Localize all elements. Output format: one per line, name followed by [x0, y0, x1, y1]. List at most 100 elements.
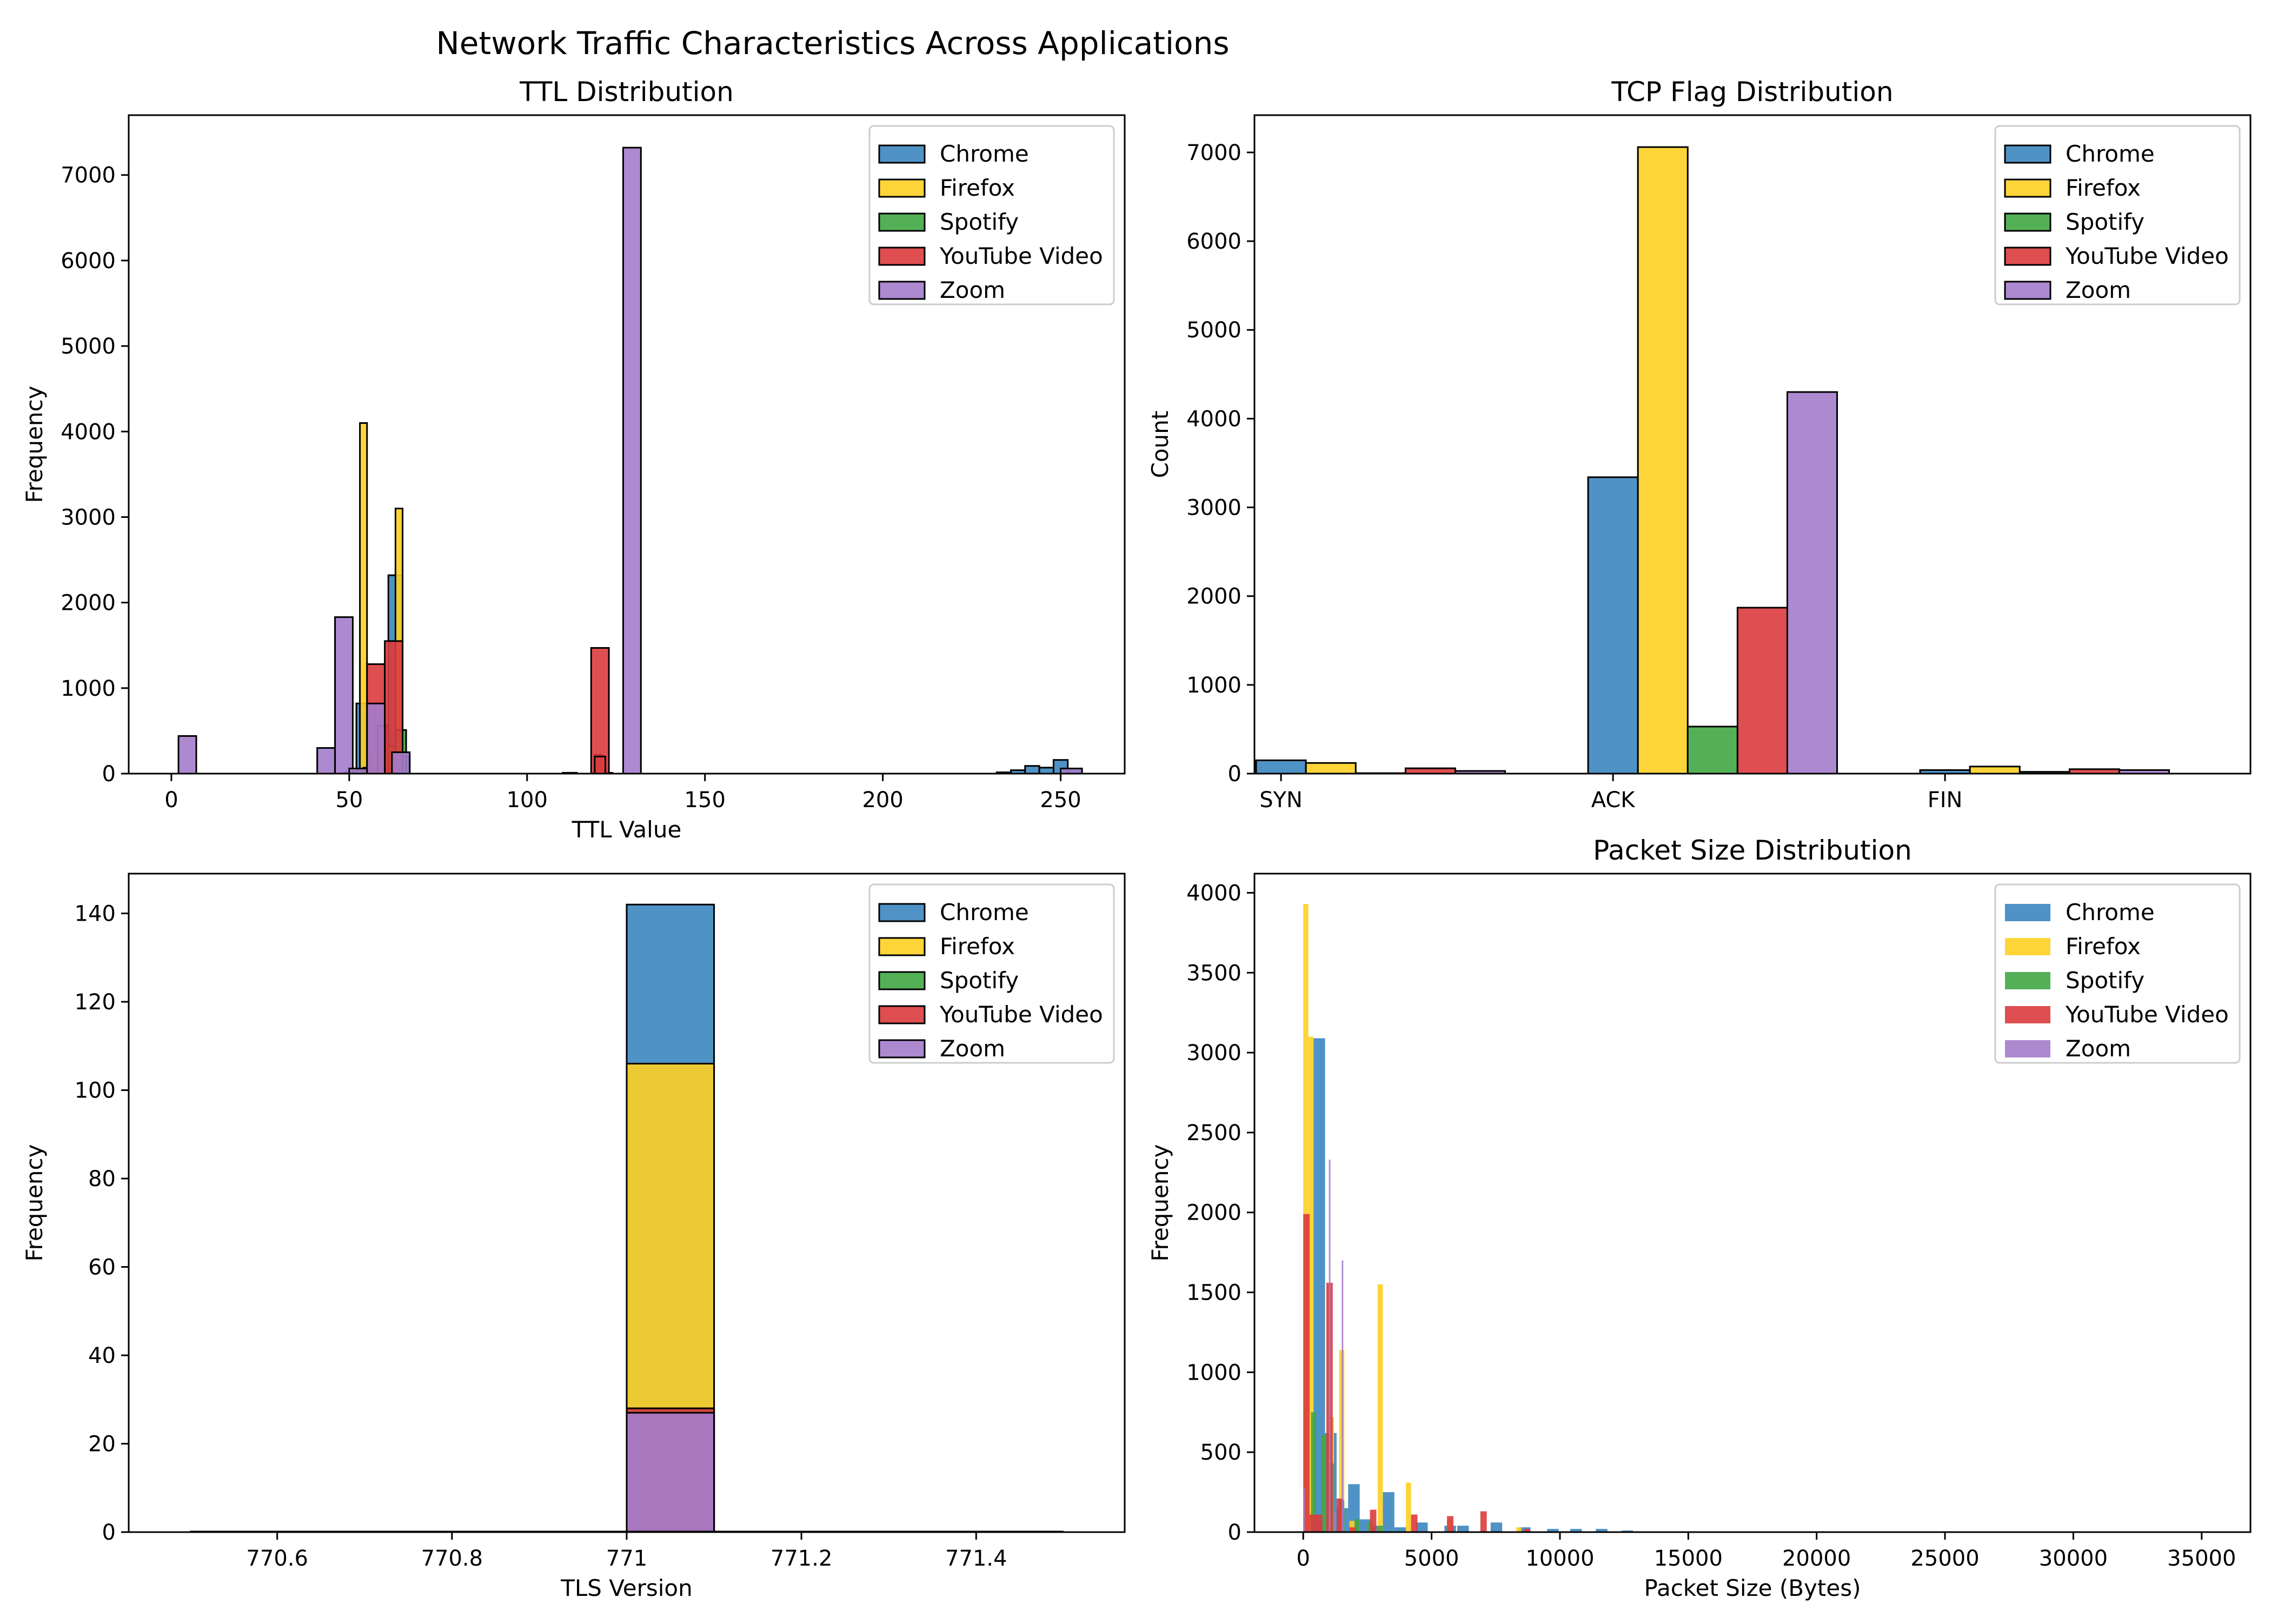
bar-pkt-spotify-4 — [1354, 1519, 1360, 1532]
ytick-label-ttl: 6000 — [61, 249, 116, 274]
bar-tcp-spotify-ack — [1686, 726, 1738, 775]
ytick-label-tcp: 2000 — [1186, 584, 1241, 609]
bar-ttl-zoom-2 — [334, 616, 354, 775]
legend-label-spotify: Spotify — [2066, 967, 2144, 994]
bar-tcp-firefox-fin — [1969, 766, 2021, 775]
ytick-label-pkt: 4000 — [1186, 881, 1241, 906]
legend-swatch-youtube-video — [2004, 247, 2051, 266]
bar-pkt-firefox-6 — [1406, 1482, 1411, 1532]
axes-frame-tcp — [1253, 114, 2252, 775]
xlabel-pkt: Packet Size (Bytes) — [1644, 1575, 1861, 1601]
subplot-pkt: Packet Size Distribution 0 500 1000 1500 2000… — [1147, 835, 2252, 1601]
bar-tcp-zoom-ack — [1786, 391, 1838, 775]
legend-frame-ttl — [868, 125, 1115, 305]
ytick-label-pkt: 2000 — [1186, 1201, 1241, 1226]
bar-tcp-firefox-syn — [1305, 762, 1357, 775]
legend-frame-tls — [868, 883, 1115, 1064]
bar-ttl-chrome-10 — [1038, 767, 1054, 775]
figure-title: Network Traffic Characteristics Across A… — [436, 25, 1229, 62]
xtick-label-pkt: 35000 — [2167, 1546, 2236, 1571]
xtick-label-pkt: 15000 — [1654, 1546, 1723, 1571]
bar-tcp-firefox-ack — [1637, 146, 1689, 775]
legend-label-spotify: Spotify — [940, 209, 1019, 235]
ytick-label-tcp: 3000 — [1186, 496, 1241, 521]
bar-tcp-chrome-ack — [1587, 476, 1639, 775]
bar-tcp-youtube-video-ack — [1736, 607, 1788, 775]
ytick-label-ttl: 7000 — [61, 163, 116, 188]
legend-swatch-firefox — [2004, 178, 2051, 198]
bar-ttl-chrome-9 — [1024, 765, 1040, 775]
ytick-label-tls: 140 — [75, 902, 116, 927]
legend-label-spotify: Spotify — [940, 967, 1019, 994]
xtick-label-ttl: 250 — [1040, 788, 1081, 813]
ytick-label-pkt: 2500 — [1186, 1121, 1241, 1146]
bar-pkt-chrome-0 — [1313, 1038, 1325, 1532]
xtick-label-tls: 771 — [606, 1546, 647, 1571]
plot-title-tcp: TCP Flag Distribution — [1611, 76, 1893, 108]
bar-pkt-youtube-video-0 — [1303, 1214, 1310, 1532]
xtick-label-tls: 770.6 — [246, 1546, 308, 1571]
xlabel-tls: TLS Version — [560, 1575, 693, 1601]
legend-label-firefox: Firefox — [940, 175, 1015, 201]
bar-pkt-youtube-video-1 — [1310, 1514, 1316, 1532]
legend-swatch-spotify — [878, 971, 926, 990]
ylabel-tcp: Count — [1147, 411, 1173, 478]
legend-swatch-zoom — [878, 281, 926, 300]
legend-swatch-chrome — [2005, 904, 2050, 921]
xtick-label-tcp: SYN — [1259, 788, 1303, 813]
bar-pkt-firefox-5 — [1377, 1284, 1383, 1532]
legend-label-youtube-video: YouTube Video — [939, 243, 1103, 269]
legend-tcp: Chrome Firefox Spotify YouTube Video Zoom — [1994, 125, 2241, 305]
xtick-label-ttl: 0 — [164, 788, 178, 813]
plot-title-pkt: Packet Size Distribution — [1593, 835, 1912, 866]
marks-tcp — [1255, 146, 2170, 775]
legend-swatch-zoom — [2004, 281, 2051, 300]
ytick-label-ttl: 4000 — [61, 420, 116, 444]
xtick-label-tls: 771.4 — [945, 1546, 1007, 1571]
ytick-label-tls: 100 — [75, 1079, 116, 1103]
xtick-label-ttl: 200 — [862, 788, 903, 813]
legend-swatch-chrome — [878, 144, 926, 164]
ytick-label-tcp: 5000 — [1186, 318, 1241, 343]
bar-pkt-chrome-11 — [1490, 1522, 1503, 1532]
bar-pkt-chrome-7 — [1394, 1527, 1406, 1532]
ytick-label-pkt: 500 — [1200, 1440, 1241, 1465]
legend-label-firefox: Firefox — [940, 933, 1015, 960]
bar-pkt-firefox-4 — [1349, 1521, 1355, 1532]
xtick-label-pkt: 25000 — [1910, 1546, 1979, 1571]
bar-pkt-zoom-3 — [1334, 1513, 1336, 1532]
legend-swatch-youtube-video — [878, 1005, 926, 1024]
ytick-label-ttl: 2000 — [61, 591, 116, 616]
bar-pkt-firefox-1 — [1308, 1036, 1314, 1532]
legend-label-chrome: Chrome — [940, 141, 1029, 167]
legend-label-youtube-video: YouTube Video — [2065, 243, 2229, 269]
legend-label-chrome: Chrome — [2066, 141, 2155, 167]
legend-frame-pkt — [1994, 883, 2241, 1064]
ytick-label-tcp: 6000 — [1186, 229, 1241, 254]
legend-swatch-firefox — [878, 937, 926, 956]
legend-swatch-spotify — [2004, 212, 2051, 232]
legend-label-zoom: Zoom — [940, 1035, 1005, 1062]
bar-pkt-zoom-1 — [1329, 1160, 1331, 1532]
legend-pkt: Chrome Firefox Spotify YouTube Video Zoom — [1994, 883, 2241, 1064]
xtick-label-ttl: 100 — [507, 788, 548, 813]
legend-swatch-zoom — [878, 1039, 926, 1059]
bar-ttl-zoom-1 — [316, 747, 336, 775]
bar-pkt-chrome-14 — [1570, 1529, 1582, 1532]
ytick-label-tls: 20 — [88, 1432, 116, 1457]
bar-pkt-youtube-video-5 — [1349, 1527, 1356, 1532]
ytick-label-tls: 120 — [75, 990, 116, 1015]
ytick-label-pkt: 0 — [1228, 1520, 1241, 1545]
marks-tls — [190, 903, 1064, 1533]
legend-label-firefox: Firefox — [2066, 933, 2141, 960]
xtick-label-pkt: 10000 — [1525, 1546, 1594, 1571]
bar-pkt-spotify-6 — [1377, 1526, 1383, 1532]
legend-swatch-youtube-video — [878, 247, 926, 266]
ytick-label-tls: 60 — [88, 1255, 116, 1280]
bar-ttl-firefox-0 — [359, 422, 368, 775]
bar-pkt-youtube-video-9 — [1480, 1511, 1487, 1532]
bar-ttl-youtube-video-5 — [594, 755, 607, 775]
legend-swatch-zoom — [2005, 1040, 2050, 1057]
legend-swatch-chrome — [878, 903, 926, 922]
